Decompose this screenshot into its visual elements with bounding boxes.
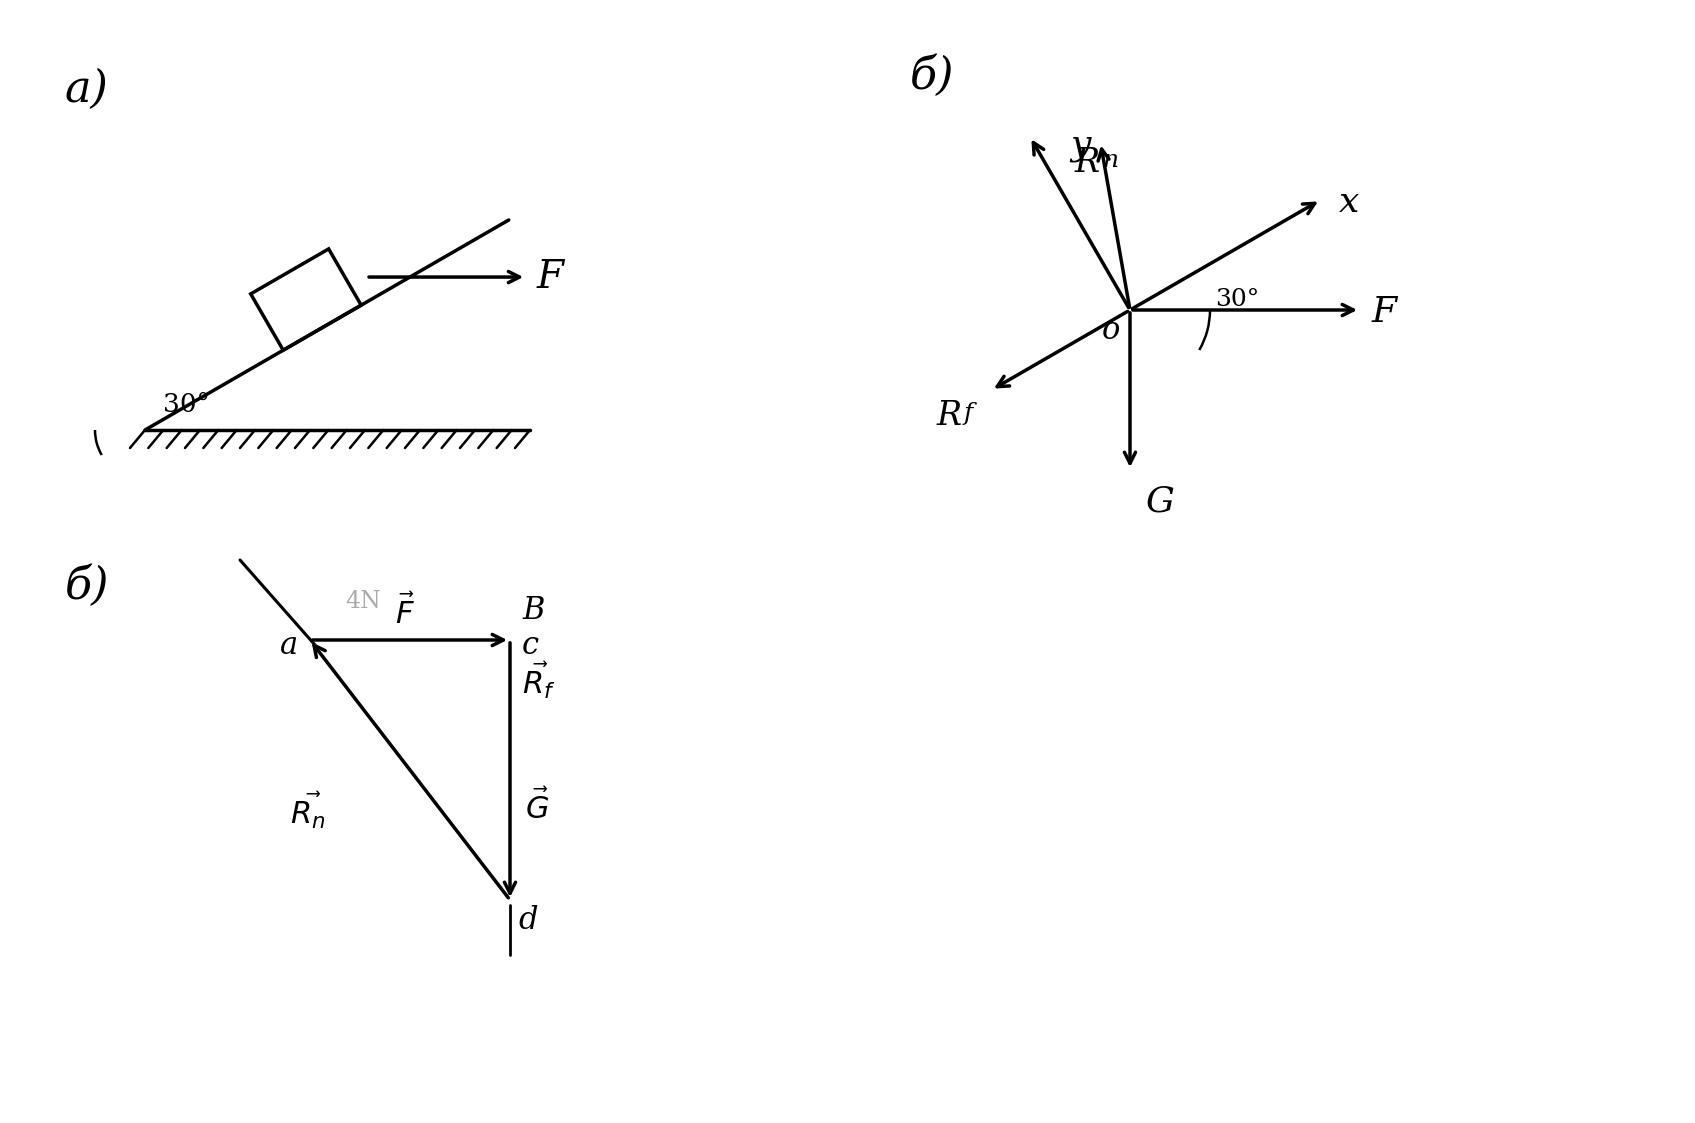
Text: x: x bbox=[1339, 185, 1359, 219]
Text: $\vec{R_n}$: $\vec{R_n}$ bbox=[290, 789, 325, 831]
Text: R: R bbox=[936, 400, 961, 432]
Text: F: F bbox=[1371, 295, 1397, 329]
Text: б): б) bbox=[910, 55, 954, 98]
Text: f: f bbox=[963, 402, 973, 424]
Text: G: G bbox=[1146, 485, 1175, 519]
Text: а): а) bbox=[64, 69, 108, 111]
Text: c: c bbox=[522, 630, 539, 661]
Text: d: d bbox=[519, 905, 537, 935]
Text: a: a bbox=[280, 630, 298, 661]
Text: R: R bbox=[1075, 147, 1100, 179]
Text: $\vec{G}$: $\vec{G}$ bbox=[525, 789, 549, 827]
Text: $\vec{F}$: $\vec{F}$ bbox=[395, 595, 415, 631]
Text: 30°: 30° bbox=[1215, 287, 1259, 311]
Text: n: n bbox=[1102, 148, 1119, 172]
Text: 4N: 4N bbox=[346, 590, 381, 613]
Text: y: y bbox=[1071, 128, 1092, 162]
Text: F: F bbox=[536, 259, 563, 296]
Text: o: o bbox=[1102, 314, 1120, 346]
Text: B: B bbox=[522, 595, 544, 626]
Text: 30°: 30° bbox=[163, 392, 210, 417]
Text: $\vec{R_f}$: $\vec{R_f}$ bbox=[522, 660, 556, 701]
Text: б): б) bbox=[64, 565, 110, 609]
